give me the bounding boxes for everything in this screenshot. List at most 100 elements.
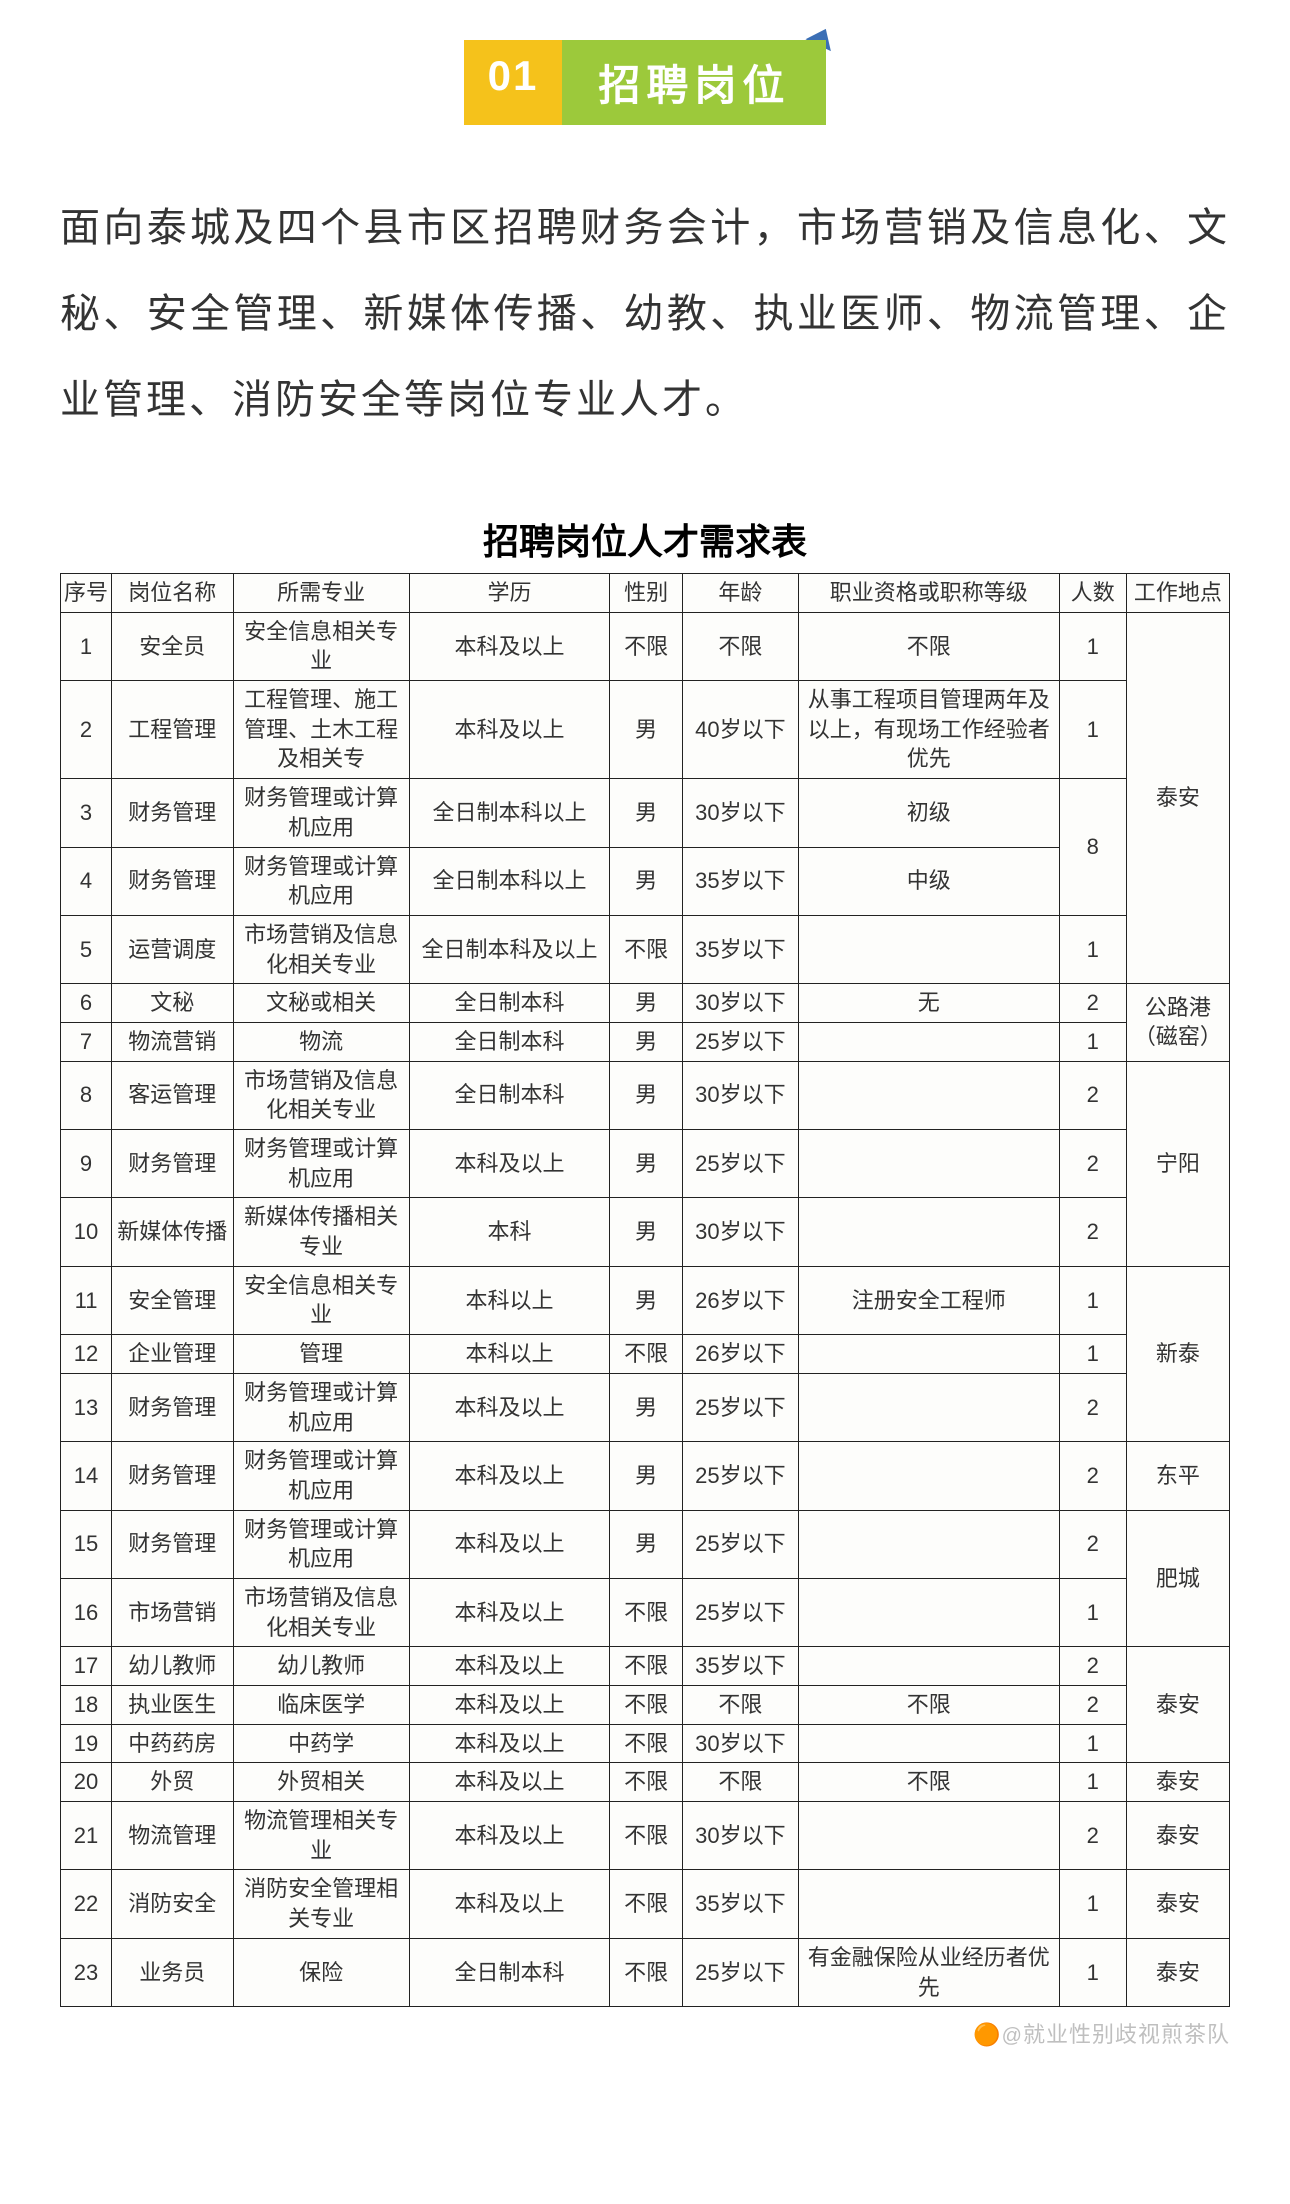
cell: 不限 [610, 1870, 683, 1938]
cell: 运营调度 [112, 915, 234, 983]
cell: 40岁以下 [683, 681, 798, 779]
cell: 全日制本科及以上 [409, 915, 610, 983]
cell: 不限 [610, 1578, 683, 1646]
table-row: 10新媒体传播新媒体传播相关专业本科男30岁以下2 [61, 1198, 1230, 1266]
cell: 新泰 [1126, 1266, 1229, 1441]
cell: 全日制本科 [409, 1022, 610, 1061]
cell: 消防安全管理相关专业 [233, 1870, 409, 1938]
cell: 新媒体传播 [112, 1198, 234, 1266]
cell: 不限 [683, 612, 798, 680]
cell: 从事工程项目管理两年及以上，有现场工作经验者优先 [798, 681, 1059, 779]
cell [798, 1061, 1059, 1129]
cell: 全日制本科以上 [409, 779, 610, 847]
cell: 14 [61, 1442, 112, 1510]
cell: 本科及以上 [409, 1686, 610, 1725]
cell: 本科 [409, 1198, 610, 1266]
cell: 公路港（磁窑） [1126, 984, 1229, 1061]
at-symbol: @ [1002, 2025, 1023, 2047]
cell: 不限 [610, 1335, 683, 1374]
cell: 消防安全 [112, 1870, 234, 1938]
cell: 1 [1059, 915, 1126, 983]
cell: 文秘或相关 [233, 984, 409, 1023]
cell [798, 1442, 1059, 1510]
cell: 男 [610, 1130, 683, 1198]
watermark-text: 就业性别歧视煎茶队 [1023, 2022, 1230, 2047]
cell: 市场营销及信息化相关专业 [233, 915, 409, 983]
cell: 幼儿教师 [112, 1647, 234, 1686]
cell: 男 [610, 1022, 683, 1061]
cell: 本科及以上 [409, 1647, 610, 1686]
cell: 安全员 [112, 612, 234, 680]
cell: 泰安 [1126, 1802, 1229, 1870]
recruitment-table: 序号 岗位名称 所需专业 学历 性别 年龄 职业资格或职称等级 人数 工作地点 … [60, 573, 1230, 2007]
cell: 不限 [798, 612, 1059, 680]
cell: 25岁以下 [683, 1022, 798, 1061]
cell [798, 1198, 1059, 1266]
cell: 外贸相关 [233, 1763, 409, 1802]
cell: 客运管理 [112, 1061, 234, 1129]
cell: 保险 [233, 1938, 409, 2006]
cell: 中药药房 [112, 1724, 234, 1763]
table-title: 招聘岗位人才需求表 [60, 513, 1230, 565]
cell [798, 1870, 1059, 1938]
cell: 泰安 [1126, 1938, 1229, 2006]
section-number: 01 [464, 40, 563, 125]
cell: 财务管理 [112, 1130, 234, 1198]
cell: 本科及以上 [409, 1870, 610, 1938]
cell: 1 [61, 612, 112, 680]
cell: 本科及以上 [409, 1578, 610, 1646]
cell [798, 1335, 1059, 1374]
th-name: 岗位名称 [112, 574, 234, 613]
cell: 35岁以下 [683, 915, 798, 983]
th-major: 所需专业 [233, 574, 409, 613]
cell: 12 [61, 1335, 112, 1374]
cell: 文秘 [112, 984, 234, 1023]
cell: 本科及以上 [409, 1510, 610, 1578]
table-header-row: 序号 岗位名称 所需专业 学历 性别 年龄 职业资格或职称等级 人数 工作地点 [61, 574, 1230, 613]
table-row: 12企业管理管理本科以上不限26岁以下1 [61, 1335, 1230, 1374]
cell: 11 [61, 1266, 112, 1334]
cell: 不限 [610, 612, 683, 680]
cell: 不限 [683, 1686, 798, 1725]
cell: 2 [1059, 1442, 1126, 1510]
cell: 22 [61, 1870, 112, 1938]
cell: 男 [610, 1266, 683, 1334]
cell: 全日制本科以上 [409, 847, 610, 915]
cell: 中级 [798, 847, 1059, 915]
cell: 1 [1059, 1578, 1126, 1646]
cell: 本科以上 [409, 1266, 610, 1334]
cell: 18 [61, 1686, 112, 1725]
cell: 物流管理相关专业 [233, 1802, 409, 1870]
cell: 财务管理或计算机应用 [233, 1130, 409, 1198]
cell: 业务员 [112, 1938, 234, 2006]
cell: 1 [1059, 1938, 1126, 2006]
cell: 本科及以上 [409, 1802, 610, 1870]
table-row: 17幼儿教师幼儿教师本科及以上不限35岁以下2泰安 [61, 1647, 1230, 1686]
cell: 2 [1059, 1686, 1126, 1725]
cell: 男 [610, 1510, 683, 1578]
cell: 30岁以下 [683, 1198, 798, 1266]
cell: 不限 [610, 1647, 683, 1686]
cell: 男 [610, 681, 683, 779]
cell: 管理 [233, 1335, 409, 1374]
table-row: 18执业医生临床医学本科及以上不限不限不限2 [61, 1686, 1230, 1725]
cell: 30岁以下 [683, 984, 798, 1023]
cell: 25岁以下 [683, 1578, 798, 1646]
cell: 10 [61, 1198, 112, 1266]
cell: 2 [1059, 984, 1126, 1023]
cell: 8 [61, 1061, 112, 1129]
cell: 3 [61, 779, 112, 847]
cell: 8 [1059, 779, 1126, 916]
cell: 本科及以上 [409, 1763, 610, 1802]
table-row: 1安全员安全信息相关专业本科及以上不限不限不限1泰安 [61, 612, 1230, 680]
cell: 不限 [798, 1763, 1059, 1802]
table-row: 4财务管理财务管理或计算机应用全日制本科以上男35岁以下中级 [61, 847, 1230, 915]
cell: 7 [61, 1022, 112, 1061]
cell: 2 [1059, 1198, 1126, 1266]
cell: 35岁以下 [683, 847, 798, 915]
cell: 不限 [610, 1763, 683, 1802]
cell: 1 [1059, 1870, 1126, 1938]
cell: 财务管理或计算机应用 [233, 1510, 409, 1578]
cell: 泰安 [1126, 612, 1229, 984]
cell: 注册安全工程师 [798, 1266, 1059, 1334]
